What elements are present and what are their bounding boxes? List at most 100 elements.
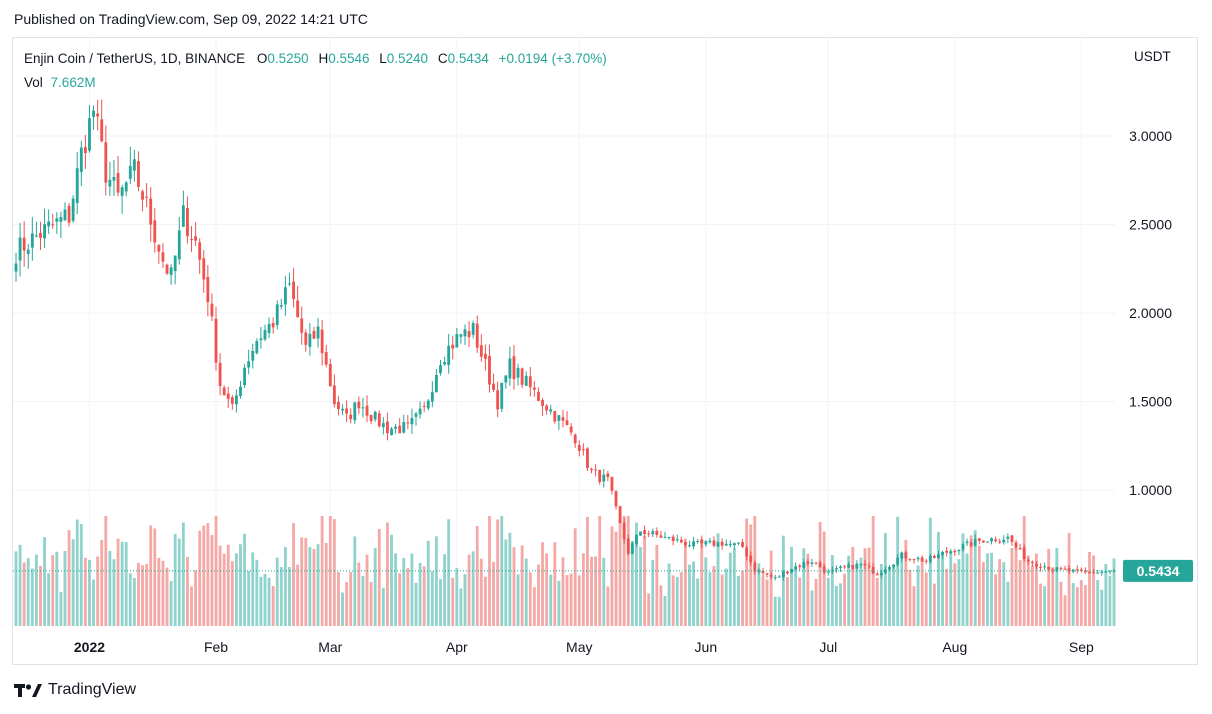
volume-bar [786,577,789,626]
volume-bar [443,554,447,626]
candle-body [932,555,936,558]
candle-body [737,542,740,544]
candle-body [308,333,312,347]
volume-bar [51,555,55,626]
volume-bar [479,558,483,626]
candle-body [659,535,663,538]
volume-bar [475,525,479,626]
volume-bar [520,545,524,626]
candle-body [937,554,940,558]
y-tick-label: 2.0000 [1129,305,1172,321]
volume-bar [651,560,655,626]
candle-body [606,473,610,478]
candle-body [1002,539,1006,543]
candle-body [512,356,516,380]
candle-body [410,417,414,425]
footer-brand[interactable]: TradingView [14,681,136,699]
candle-body [230,397,234,404]
candle-body [467,331,471,338]
volume-bar [177,538,181,626]
volume-bar [683,538,687,626]
candle-body [822,566,826,573]
candle-body [422,406,426,408]
candle-body [210,303,214,317]
candle-body [206,277,210,303]
time-axis[interactable]: 2022 Feb Mar Apr May Jun Jul Aug Sep [74,639,1094,655]
chart-frame[interactable]: 1.0000 1.5000 2.0000 2.5000 3.0000 2022 Feb Ma… [12,37,1198,665]
volume-bar [1018,560,1022,626]
volume-bar [990,552,993,626]
candle-body [802,562,806,568]
volume-bar [765,579,769,626]
volume-bar [218,545,222,626]
candle-body [496,390,500,410]
volume-bar [202,525,206,626]
volume-bar [1043,586,1047,626]
volume-bar [749,524,753,626]
candle-body [969,542,973,547]
volume-bar [581,553,585,626]
volume-bar [802,548,806,626]
volume-bar [757,563,761,626]
volume-bar [373,548,377,626]
y-tick-label: 1.5000 [1129,394,1172,410]
candle-body [34,235,38,237]
candle-body [390,428,393,436]
volume-bar [512,547,516,626]
candle-body [928,555,932,563]
volume-bar [1006,581,1010,626]
volume-bar [794,567,798,626]
candle-body [712,540,716,546]
candle-body [222,387,226,396]
volume-bar [900,553,904,626]
candle-body [406,422,410,424]
volume-bar [381,587,385,626]
candle-body [508,358,512,379]
volume-bar [332,519,336,626]
candle-body [561,417,565,421]
volume-bar [26,558,30,626]
candle-body [528,376,532,388]
volume-bar [92,579,95,626]
candle-body [1063,568,1067,570]
volume-bar [226,544,230,626]
price-axis[interactable]: 1.0000 1.5000 2.0000 2.5000 3.0000 [1129,128,1172,498]
last-price-text: 0.5434 [1137,563,1180,579]
volume-bar [500,516,504,626]
volume-bar [406,568,410,626]
candlestick-chart[interactable]: 1.0000 1.5000 2.0000 2.5000 3.0000 2022 Feb Ma… [13,38,1197,664]
candle-body [635,534,638,545]
volume-bar [316,544,320,626]
volume-bar [1088,551,1091,626]
volume-bar [430,571,434,626]
candle-body [500,382,504,409]
volume-bar [892,564,896,626]
candle-body [732,543,736,546]
volume-bar [810,590,814,626]
candle-body [565,420,569,425]
candle-body [786,571,789,574]
candle-body [741,542,744,547]
volume-bar [259,576,263,626]
volume-bar [365,554,369,626]
volume-bar [1010,548,1014,626]
volume-bar [957,559,961,626]
candle-body [198,242,202,260]
volume-bar [700,538,704,626]
candle-body [643,530,647,535]
volume-bar [39,565,42,626]
volume-bar [353,536,357,626]
candle-body [149,198,153,225]
volume-bar [557,580,561,626]
candle-body [455,334,459,348]
volume-bar [116,538,120,626]
volume-bar [545,553,549,626]
volume-bar [112,559,116,626]
volume-bar [283,546,287,626]
low-value: 0.5240 [386,51,429,66]
candle-body [1018,548,1022,550]
volume-bar [165,567,169,626]
candle-body [1022,547,1026,560]
candle-body [883,569,887,573]
candle-body [692,541,695,547]
